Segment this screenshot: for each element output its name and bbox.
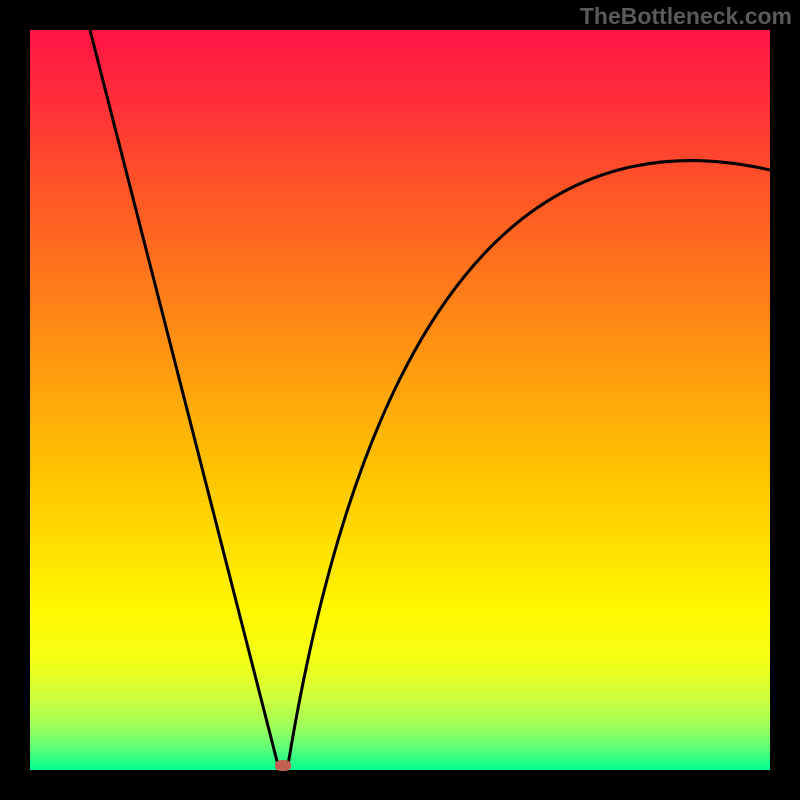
watermark-text: TheBottleneck.com <box>580 3 792 30</box>
curve-layer <box>30 30 770 770</box>
plot-area <box>30 30 770 770</box>
right-curve <box>288 161 770 765</box>
chart-container: TheBottleneck.com <box>0 0 800 800</box>
left-curve <box>90 30 278 765</box>
minimum-marker <box>275 760 291 771</box>
